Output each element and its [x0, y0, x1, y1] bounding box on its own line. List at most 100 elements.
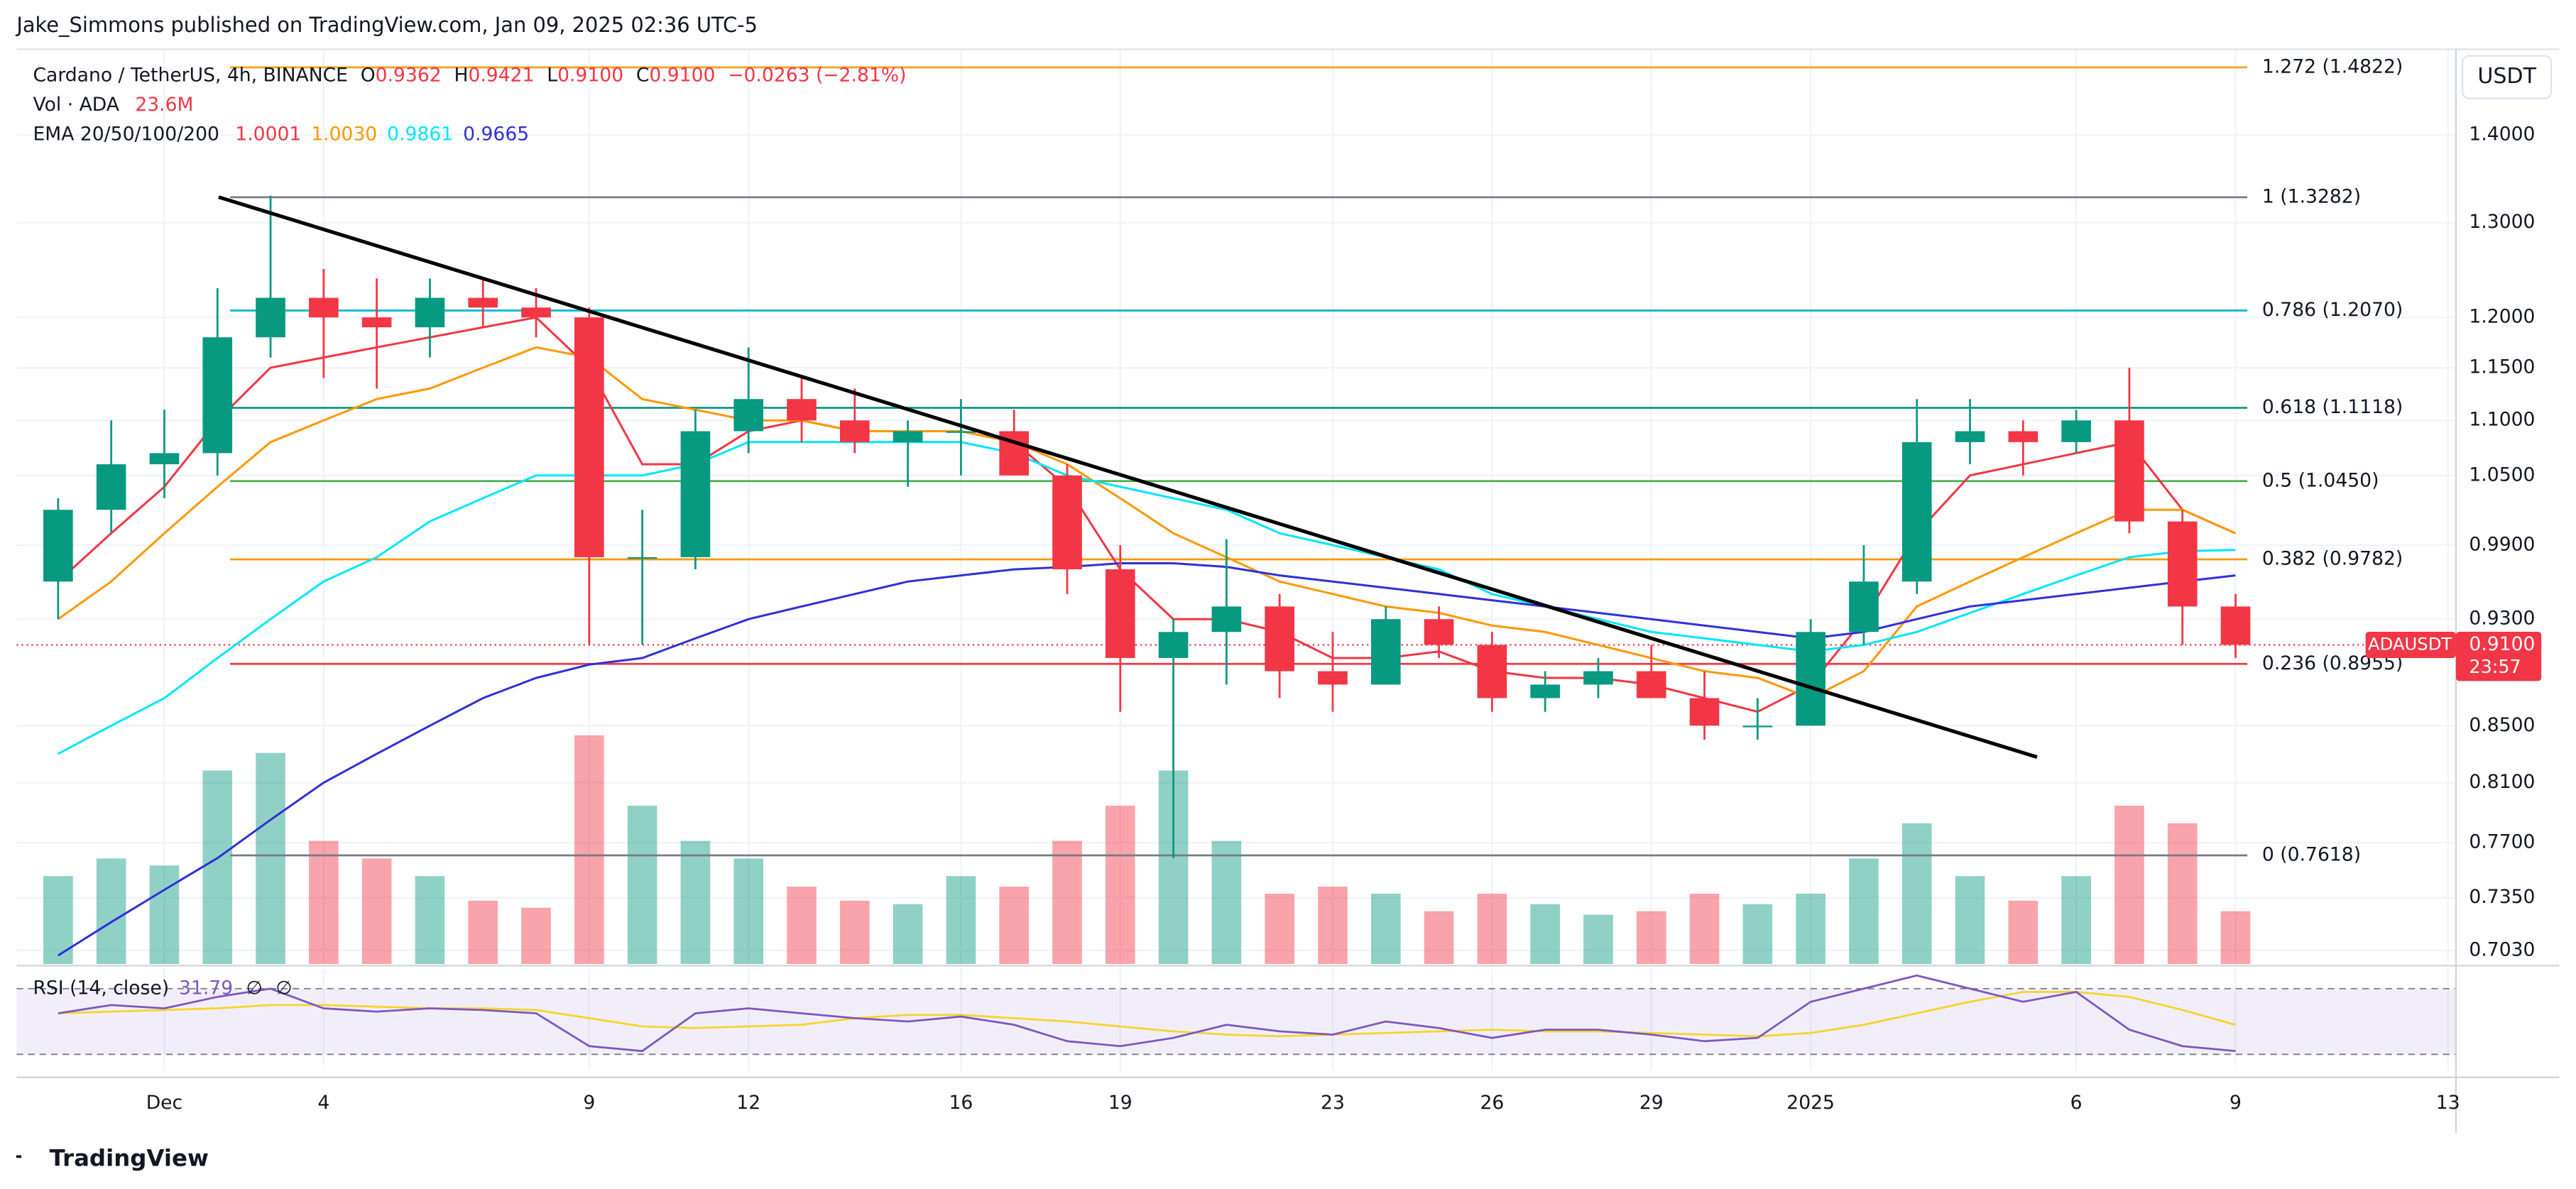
volume-bar [787, 887, 817, 965]
candle-body [1796, 632, 1825, 726]
volume-bar [361, 858, 392, 965]
x-tick-label: Dec [146, 1092, 182, 1114]
volume-bar [1901, 823, 1932, 965]
fib-label: 1.272 (1.4822) [2262, 55, 2403, 77]
volume-bar [999, 887, 1030, 965]
y-tick-label: 0.7030 [2469, 938, 2535, 960]
grid [16, 49, 2456, 1071]
volume-bar [2008, 900, 2039, 965]
volume-bar [1265, 893, 1294, 965]
x-tick-label: 26 [1480, 1092, 1504, 1114]
ohlc-value: 0.9100 [557, 64, 623, 86]
symbol-tag [2365, 631, 2456, 659]
volume-bar [1796, 893, 1825, 965]
volume-bar [733, 858, 764, 965]
ohlc-key: L [547, 64, 557, 86]
candle-body [361, 317, 392, 328]
volume-last: 23.6M [135, 94, 193, 116]
y-tick-label: 1.0500 [2469, 464, 2535, 486]
rsi-line [58, 974, 2236, 1053]
trendline [218, 195, 2038, 759]
symbol: Cardano / TetherUS, 4h, BINANCE [33, 64, 348, 86]
candle-body [1158, 632, 1189, 658]
candle-body [2114, 420, 2144, 522]
candle-body [839, 420, 870, 442]
volume-bar [1424, 911, 1454, 965]
currency: USDT [2477, 64, 2536, 89]
x-tick-label: 19 [1108, 1092, 1133, 1114]
x-tick-label: 9 [583, 1092, 595, 1114]
rsi-label: RSI (14, close) [33, 977, 169, 999]
volume-bar [468, 900, 498, 965]
x-tick-label: 6 [2070, 1092, 2083, 1114]
candle-body [1318, 671, 1348, 685]
x-tick-label: 16 [949, 1092, 973, 1114]
x-tick-label: 9 [2230, 1092, 2242, 1114]
rsi-extra: ∅ [275, 977, 292, 999]
volume-bar [1211, 840, 1242, 965]
candle-body [1530, 684, 1560, 698]
y-tick-label: 0.7700 [2469, 831, 2535, 853]
volume-bar [1955, 876, 1985, 965]
ohlc-value: 0.9421 [468, 64, 534, 86]
volume-bar [1052, 840, 1082, 965]
volume-bar [1742, 904, 1773, 965]
volume-bar [521, 907, 551, 965]
volume-bar [2167, 823, 2198, 965]
fib-label: 0 (0.7618) [2262, 843, 2361, 865]
volume-bar [1370, 893, 1401, 965]
currency-box[interactable] [2462, 55, 2553, 99]
ema-value: 0.9665 [463, 123, 529, 145]
y-tick-label: 0.8500 [2469, 714, 2535, 736]
y-tick-label: 1.2000 [2469, 306, 2535, 328]
ema-value: 1.0001 [235, 123, 301, 145]
volume-bar [1477, 893, 1507, 965]
published-line: Jake_Simmons published on TradingView.co… [15, 13, 758, 37]
candle-body [1477, 645, 1507, 698]
footer-logo: TradingView [50, 1144, 209, 1171]
volume-bar [2061, 876, 2091, 965]
candle-body [1689, 698, 1720, 726]
candle-body [256, 297, 285, 338]
candle-body [1742, 725, 1773, 728]
ema-line [57, 346, 2237, 700]
candle-body [521, 307, 551, 318]
fib-label: 0.618 (1.1118) [2262, 396, 2403, 418]
y-tick-label: 1.1500 [2469, 356, 2535, 378]
candle-body [787, 399, 817, 421]
y-tick-label: 0.9900 [2469, 533, 2535, 555]
candle-body [1052, 475, 1082, 570]
candle-body [733, 399, 764, 432]
candle-body [2167, 521, 2198, 607]
candle-body [309, 297, 339, 318]
x-tick-label: 29 [1639, 1092, 1664, 1114]
footer-icon: ᠊ [16, 1144, 21, 1171]
volume-bar [1318, 887, 1348, 965]
candle-body [1901, 442, 1932, 582]
volume-bar [574, 735, 604, 965]
fib-label: 0.382 (0.9782) [2262, 547, 2403, 569]
candle-body [1424, 619, 1454, 645]
change: −0.0263 (−2.81%) [728, 64, 906, 86]
volume-bar [680, 840, 711, 965]
legend-volume: Vol · ADA 23.6M [33, 94, 193, 116]
axes: USDT 0.7030 0.7350 0.7700 0.8100 0.8500 0.930… [16, 48, 2576, 1134]
y-tick-label: 1.3000 [2469, 211, 2535, 233]
volume-bar [202, 770, 233, 965]
x-tick-label: 12 [736, 1092, 760, 1114]
ohlc-value: 0.9362 [376, 64, 442, 86]
price-tag-value: 0.9100 [2469, 633, 2535, 655]
rsi-pane: 80.0040.00RSI (14, close)31.79∅∅ [16, 960, 2523, 1056]
legend-ema: EMA 20/50/100/200 1.0001 1.0030 0.9861 0.96… [33, 123, 529, 145]
y-tick-label: 0.9300 [2469, 608, 2535, 630]
x-tick-label: 2025 [1786, 1092, 1835, 1114]
candle-body [1370, 619, 1401, 685]
candle-body [1849, 581, 1879, 632]
volume-bar [149, 865, 180, 965]
ema-value: 1.0030 [311, 123, 377, 145]
fib-label: 0.786 (1.2070) [2262, 299, 2403, 321]
candle-body [1105, 569, 1135, 658]
volume-bar [946, 876, 976, 965]
